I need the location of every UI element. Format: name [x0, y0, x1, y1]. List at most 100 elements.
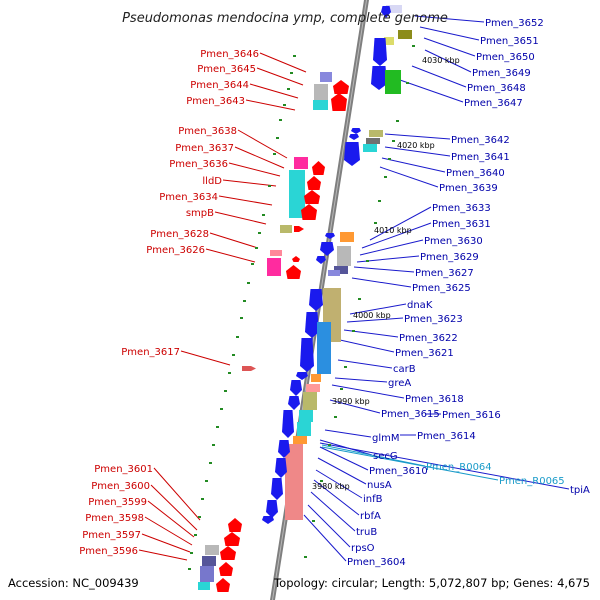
- topology-text: Topology: circular; Length: 5,072,807 bp…: [273, 576, 590, 590]
- gene-label: Pmen_3621: [395, 348, 454, 359]
- tick-dot: [228, 372, 231, 374]
- gene-label: greA: [388, 378, 411, 389]
- gene-arrow-reverse: [305, 312, 319, 338]
- gene-label: Pmen_3645: [197, 64, 256, 75]
- leader-line: [346, 317, 404, 323]
- leader-line: [214, 211, 267, 225]
- tick-dot: [216, 426, 219, 428]
- gene-label: Pmen_3610: [369, 466, 428, 477]
- gene-label: Pmen_3639: [439, 183, 498, 194]
- tick-dot: [290, 72, 293, 74]
- gene-label: Pmen_3617: [121, 347, 180, 358]
- gene-box: [205, 545, 219, 555]
- tick-dot: [190, 552, 193, 554]
- gene-label: Pmen_3625: [412, 283, 471, 294]
- tick-dot: [304, 556, 307, 558]
- gene-label: rpsO: [351, 543, 375, 554]
- tick-dot: [212, 444, 215, 446]
- gene-box: [337, 246, 351, 266]
- gene-arrow-reverse: [266, 500, 278, 518]
- tick-dot: [340, 388, 343, 390]
- leader-line: [138, 549, 188, 561]
- gene-features: [198, 5, 412, 592]
- rna-label: Pmen_R0065: [499, 476, 565, 487]
- gene-box: [289, 170, 305, 218]
- gene-label: Pmen_3616: [442, 410, 501, 421]
- gene-arrow-forward: [220, 546, 236, 560]
- leader-line: [303, 514, 347, 562]
- leader-line: [209, 232, 259, 249]
- gene-label: secG: [373, 451, 398, 462]
- gene-label: Pmen_3649: [472, 68, 531, 79]
- gene-box: [280, 225, 292, 233]
- gene-arrow-forward: [304, 190, 320, 204]
- gene-label: Pmen_3596: [79, 546, 138, 557]
- leader-line-rna: [321, 444, 426, 467]
- gene-arrow-reverse: [351, 128, 361, 134]
- gene-arrow-forward: [292, 256, 300, 262]
- gene-label: Pmen_3640: [446, 168, 505, 179]
- gene-box: [202, 556, 216, 566]
- kbp-tick-label: 3990 kbp: [332, 397, 370, 406]
- gene-label: carB: [393, 364, 416, 375]
- leader-line: [310, 491, 356, 532]
- gene-label: Pmen_3614: [417, 431, 476, 442]
- kbp-tick-label: 4020 kbp: [397, 141, 435, 150]
- gene-label: Pmen_3652: [485, 18, 544, 29]
- gene-box: [297, 422, 311, 436]
- leader-line: [259, 52, 307, 73]
- tick-dot: [412, 45, 415, 47]
- gene-arrow-reverse: [275, 458, 287, 478]
- tick-dot: [273, 153, 276, 155]
- gene-arrow-reverse: [296, 372, 308, 380]
- leader-line: [228, 162, 281, 177]
- tick-dot: [392, 140, 395, 142]
- gene-label: Pmen_3622: [399, 333, 458, 344]
- gene-arrow-forward: [228, 518, 242, 532]
- gene-arrow-reverse: [290, 380, 302, 396]
- leader-line: [359, 239, 424, 256]
- gene-label: infB: [363, 494, 383, 505]
- tick-dot: [276, 137, 279, 139]
- gene-label: lldD: [202, 176, 222, 187]
- leader-line-rna: [321, 446, 499, 481]
- gene-box: [320, 72, 332, 82]
- tick-dot: [287, 88, 290, 90]
- gene-label: tpiA: [570, 485, 590, 496]
- leader-line: [331, 384, 405, 399]
- gene-arrow-reverse: [300, 338, 314, 372]
- gene-label: smpB: [186, 208, 214, 219]
- tick-dot: [232, 354, 235, 356]
- gene-box: [299, 410, 313, 422]
- tick-dot: [374, 222, 377, 224]
- gene-box: [366, 138, 380, 144]
- tick-dot: [352, 330, 355, 332]
- leader-line: [399, 79, 464, 103]
- gene-box: [334, 266, 348, 274]
- gene-arrow-reverse: [278, 440, 290, 458]
- gene-arrow-forward: [312, 161, 325, 175]
- gene-arrow-reverse: [282, 410, 294, 438]
- tick-dot: [209, 462, 212, 464]
- leader-line: [141, 533, 191, 553]
- leader-line: [317, 457, 367, 485]
- gene-label: glmM: [372, 433, 400, 444]
- leader-line: [144, 516, 193, 546]
- gene-label: Pmen_3601: [94, 464, 153, 475]
- leader-line: [423, 37, 476, 57]
- leader-line: [234, 146, 285, 169]
- gene-box: [285, 444, 303, 520]
- kbp-tick-label: 4030 kbp: [422, 56, 460, 65]
- tick-dot: [258, 232, 261, 234]
- tick-dot: [240, 317, 243, 319]
- leader-line: [384, 146, 451, 157]
- tick-dot: [384, 176, 387, 178]
- gene-box: [363, 144, 377, 152]
- gene-label: Pmen_3599: [88, 497, 147, 508]
- gene-arrow-reverse: [309, 289, 323, 311]
- gene-label: truB: [356, 527, 377, 538]
- tick-dot: [243, 300, 246, 302]
- gene-arrow-forward: [242, 366, 256, 371]
- gene-arrow-forward: [333, 80, 349, 94]
- gene-arrow-forward: [301, 204, 317, 220]
